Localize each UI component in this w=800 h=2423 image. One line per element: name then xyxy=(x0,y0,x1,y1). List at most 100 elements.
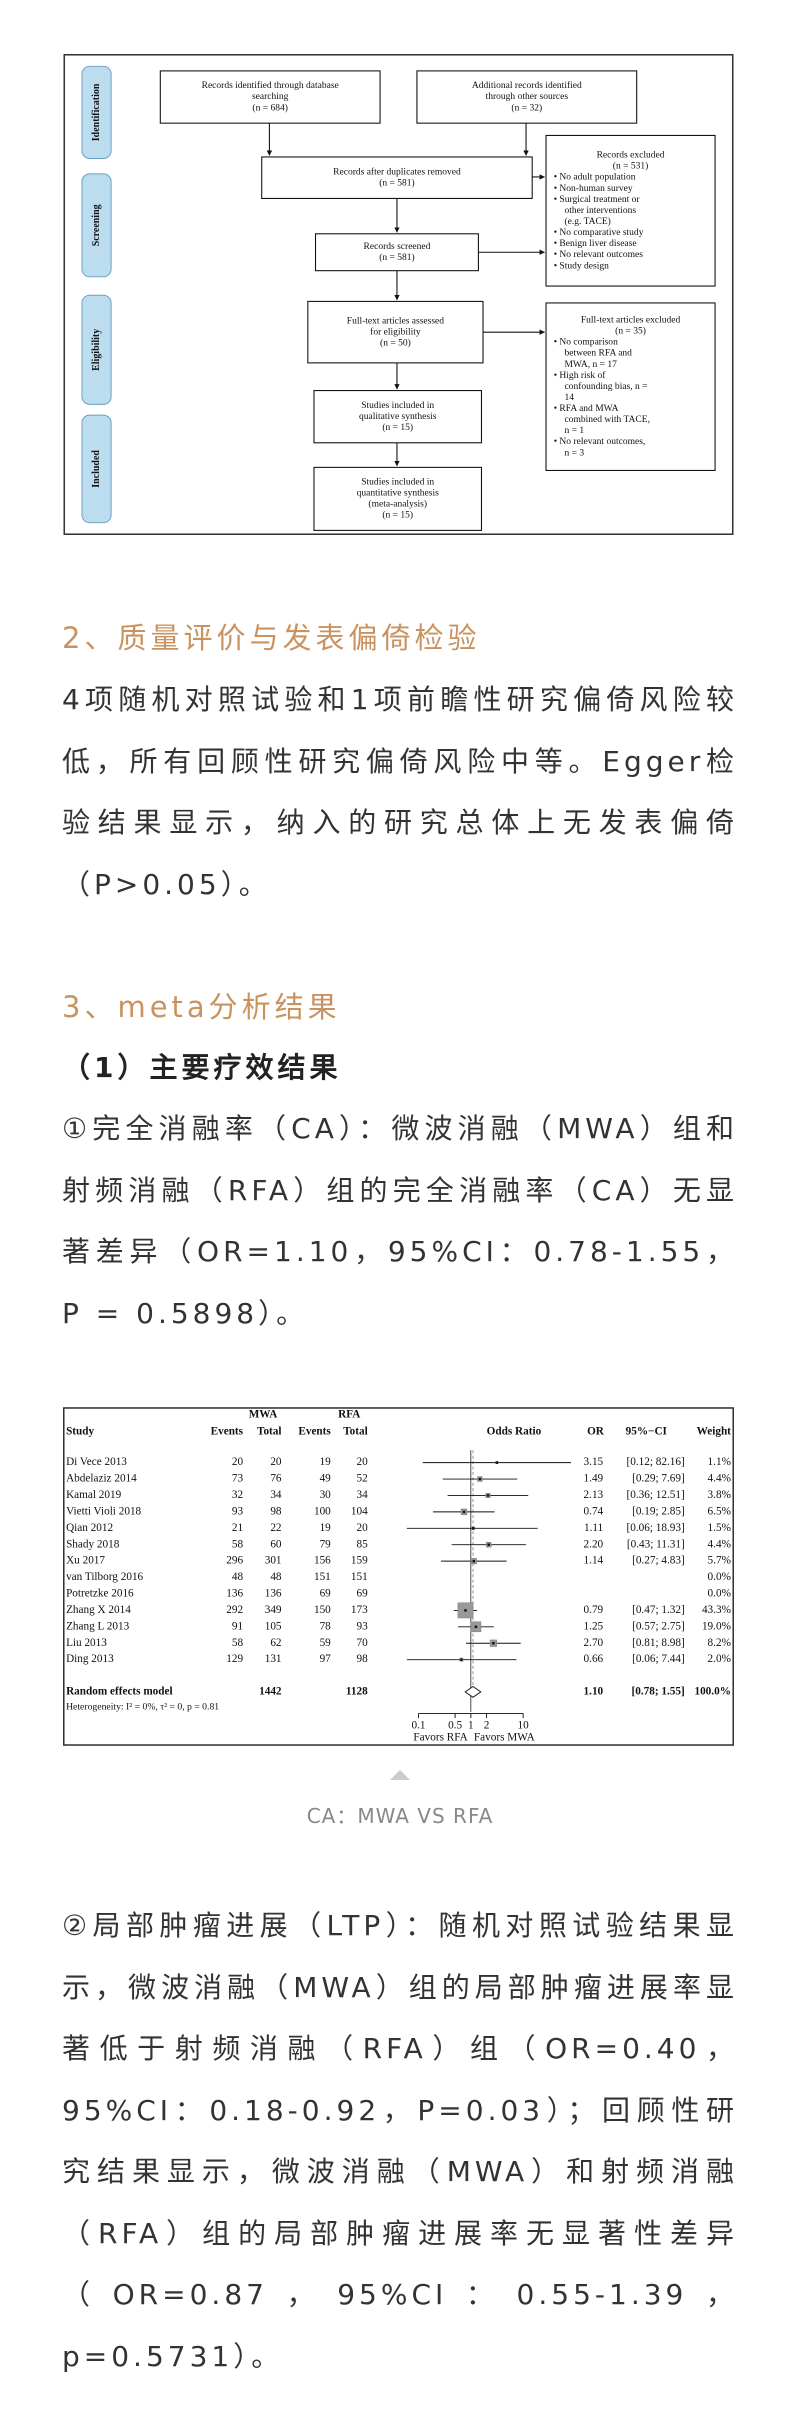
flow-box-text: Records identified through database xyxy=(202,80,339,91)
arrows xyxy=(266,123,545,467)
phase-tab xyxy=(81,65,112,159)
phase-label: Eligibility xyxy=(91,329,102,371)
favors-label: Favors MWA xyxy=(474,1732,536,1744)
study-name: Zhang X 2014 xyxy=(66,1604,131,1616)
cell: 151 xyxy=(351,1571,368,1583)
cell: 21 xyxy=(232,1522,243,1534)
cell: 52 xyxy=(357,1473,368,1485)
cell: 2.13 xyxy=(584,1489,604,1501)
or-point xyxy=(495,1461,499,1464)
or-point xyxy=(474,1625,478,1629)
cell: 20 xyxy=(357,1522,369,1534)
flow-box-text: (e.g. TACE) xyxy=(564,216,610,227)
study-name: Di Vece 2013 xyxy=(66,1456,127,1468)
cell: [0.19; 2.85] xyxy=(632,1505,685,1517)
flow-box-text: Additional records identified xyxy=(472,80,582,91)
flow-box xyxy=(545,302,716,471)
column-header: OR xyxy=(587,1425,605,1437)
flow-box-text: • No relevant outcomes xyxy=(554,250,644,260)
cell: 1.11 xyxy=(584,1522,603,1534)
study-name: Abdelaziz 2014 xyxy=(66,1473,137,1485)
flow-box-text: Records after duplicates removed xyxy=(333,166,461,177)
study-name: Xu 2017 xyxy=(66,1555,105,1567)
flow-box xyxy=(313,466,483,531)
cell: 20 xyxy=(232,1456,244,1468)
flow-box-text: n = 3 xyxy=(564,448,584,458)
frame xyxy=(63,1407,734,1746)
cell: 20 xyxy=(270,1456,282,1468)
cell: 98 xyxy=(357,1653,369,1665)
flow-box-text: (n = 32) xyxy=(511,102,542,113)
column-header: Odds Ratio xyxy=(487,1425,542,1437)
cell: 58 xyxy=(232,1637,244,1649)
x-tick-label: 10 xyxy=(518,1719,530,1731)
or-point xyxy=(487,1543,490,1546)
flow-box-text: for eligibility xyxy=(370,326,421,337)
cell: 349 xyxy=(265,1604,282,1616)
cell: 173 xyxy=(351,1604,368,1616)
cell: 151 xyxy=(314,1571,331,1583)
cell: 48 xyxy=(270,1571,282,1583)
cell: 292 xyxy=(226,1604,243,1616)
cell: 1442 xyxy=(259,1686,282,1698)
flow-box-text: between RFA and xyxy=(564,349,632,359)
study-name: Liu 2013 xyxy=(66,1637,107,1649)
column-header: Events xyxy=(211,1425,244,1437)
cell: 301 xyxy=(265,1555,282,1567)
or-point xyxy=(462,1510,466,1514)
cell: [0.36; 12.51] xyxy=(626,1489,684,1501)
flow-box-text: (n = 531) xyxy=(613,161,649,172)
cell: 93 xyxy=(232,1505,244,1517)
flow-box-text: combined with TACE, xyxy=(564,415,650,425)
cell: 8.2% xyxy=(708,1637,731,1649)
phase-label: Screening xyxy=(91,204,102,246)
study-name: van Tilborg 2016 xyxy=(66,1571,143,1583)
phase-tab xyxy=(81,414,112,524)
cell: 91 xyxy=(232,1620,243,1632)
cell: 1.1% xyxy=(708,1456,731,1468)
cell: 0.66 xyxy=(584,1653,604,1665)
or-point xyxy=(486,1494,490,1497)
cell: 156 xyxy=(314,1555,331,1567)
cell: [0.47; 1.32] xyxy=(632,1604,685,1616)
caption: CA：MWA VS RFA xyxy=(306,1804,494,1828)
cell: 0.79 xyxy=(584,1604,604,1616)
cell: 6.5% xyxy=(708,1505,731,1517)
cell: 20 xyxy=(357,1456,369,1468)
column-group-header: MWA xyxy=(249,1408,279,1420)
x-tick-label: 1 xyxy=(468,1719,474,1731)
cell: 34 xyxy=(270,1489,282,1501)
flow-box-text: • RFA and MWA xyxy=(554,404,619,414)
flow-box-text: quantitative synthesis xyxy=(357,489,439,499)
cell: 2.0% xyxy=(708,1653,731,1665)
flow-box-text: • Study design xyxy=(554,261,609,271)
flow-box-text: • No comparative study xyxy=(554,228,644,238)
cell: 0.74 xyxy=(584,1505,604,1517)
cell: 76 xyxy=(270,1473,282,1485)
cell: 62 xyxy=(270,1637,281,1649)
cell: 1.10 xyxy=(584,1686,604,1698)
section-heading: 2、质量评价与发表偏倚检验 xyxy=(62,621,481,655)
cell: 69 xyxy=(357,1588,369,1600)
cell: 97 xyxy=(320,1653,332,1665)
subheading: （1）主要疗效结果 xyxy=(62,1051,342,1084)
cell: [0.29; 7.69] xyxy=(632,1473,685,1485)
cell: 150 xyxy=(314,1604,331,1616)
flow-diagram: Identification Screening Eligibility Includ… xyxy=(63,54,734,535)
heterogeneity: Heterogeneity: I² = 0%, τ² = 0, p = 0.81 xyxy=(66,1702,219,1713)
caption-arrow xyxy=(390,1770,410,1780)
cell: 4.4% xyxy=(708,1538,731,1550)
favors-label: Favors RFA xyxy=(413,1732,468,1744)
flow-box-text: MWA, n = 17 xyxy=(564,360,617,370)
cell: 78 xyxy=(320,1620,332,1632)
cell: 296 xyxy=(226,1555,243,1567)
cell: 19 xyxy=(320,1456,332,1468)
phase-tab xyxy=(81,173,112,278)
cell: [0.81; 8.98] xyxy=(632,1637,685,1649)
cell: 98 xyxy=(270,1505,282,1517)
flow-box xyxy=(159,70,381,124)
section-heading: 3、meta分析结果 xyxy=(62,990,341,1024)
forest-plot: MWA RFA Study Events Total Events Total Odds Ra… xyxy=(63,1407,734,1746)
column-group-header: RFA xyxy=(338,1408,361,1420)
